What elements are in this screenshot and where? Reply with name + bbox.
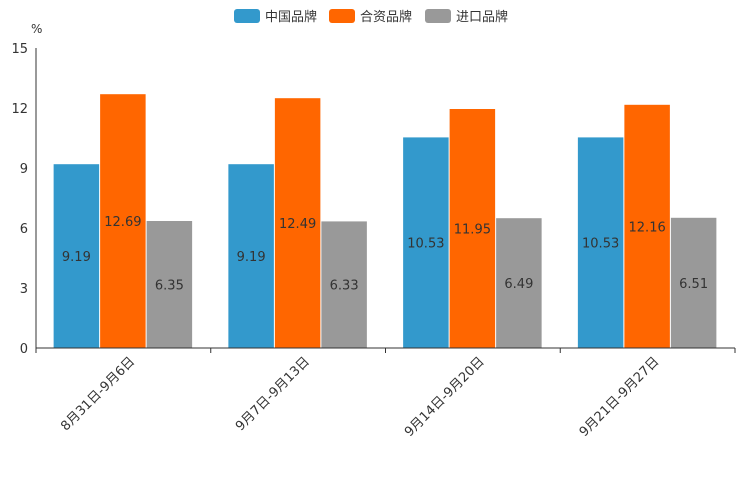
y-tick-label: 0 [20, 342, 28, 357]
x-category-label: 9月14日-9月20日 [402, 354, 488, 440]
y-tick-label: 9 [20, 162, 28, 177]
bar-1-3[interactable] [403, 137, 449, 348]
x-axis: 8月31日-9月6日 9月7日-9月13日 9月14日-9月20日 9月21日-9月2… [35, 347, 736, 440]
bar-3-3[interactable] [496, 218, 542, 348]
legend: 中国品牌 合资品牌 进口品牌 [234, 9, 508, 25]
bar-value-label: 12.69 [104, 215, 141, 230]
y-tick-label: 6 [20, 222, 28, 237]
legend-label: 中国品牌 [265, 9, 317, 25]
y-tick-label: 15 [11, 42, 28, 57]
bar-3-4[interactable] [670, 217, 717, 348]
x-category-label: 9月7日-9月13日 [233, 354, 313, 434]
bar-value-label: 10.53 [582, 237, 619, 252]
legend-label: 合资品牌 [360, 9, 412, 25]
y-axis-unit: % [31, 22, 42, 36]
bar-value-label: 11.95 [454, 223, 491, 238]
bar-2-1[interactable] [100, 94, 146, 348]
bar-value-label: 12.16 [629, 220, 666, 235]
bar-value-label: 6.33 [330, 279, 359, 294]
legend-swatch [234, 9, 260, 23]
bar-3-2[interactable] [321, 221, 367, 348]
bar-value-label: 6.51 [679, 277, 708, 292]
y-tick-label: 12 [11, 102, 28, 117]
legend-item-3[interactable]: 进口品牌 [425, 9, 508, 25]
bar-1-1[interactable] [53, 164, 100, 348]
bar-2-4[interactable] [624, 104, 670, 348]
y-tick-label: 3 [20, 282, 28, 297]
bar-1-4[interactable] [577, 137, 624, 348]
bar-value-label: 10.53 [407, 237, 444, 252]
bar-3-1[interactable] [146, 221, 193, 348]
x-category-label: 9月21日-9月27日 [577, 354, 663, 440]
bar-2-3[interactable] [449, 109, 496, 348]
x-category-label: 8月31日-9月6日 [58, 354, 138, 434]
bars: 9.19 9.19 10.53 10.53 12.69 12.49 11.95 12.16 6.… [53, 94, 717, 348]
bar-value-label: 6.35 [155, 279, 184, 294]
legend-swatch [329, 9, 355, 23]
bar-value-label: 6.49 [504, 277, 533, 292]
y-axis: 0 3 6 9 12 15 [11, 42, 37, 357]
legend-item-2[interactable]: 合资品牌 [329, 9, 412, 25]
bar-1-2[interactable] [228, 164, 274, 348]
bar-value-label: 9.19 [237, 250, 266, 265]
legend-item-1[interactable]: 中国品牌 [234, 9, 317, 25]
bar-value-label: 12.49 [279, 217, 316, 232]
legend-swatch [425, 9, 451, 23]
bar-value-label: 9.19 [62, 250, 91, 265]
bar-2-2[interactable] [274, 98, 321, 348]
legend-label: 进口品牌 [456, 9, 508, 25]
